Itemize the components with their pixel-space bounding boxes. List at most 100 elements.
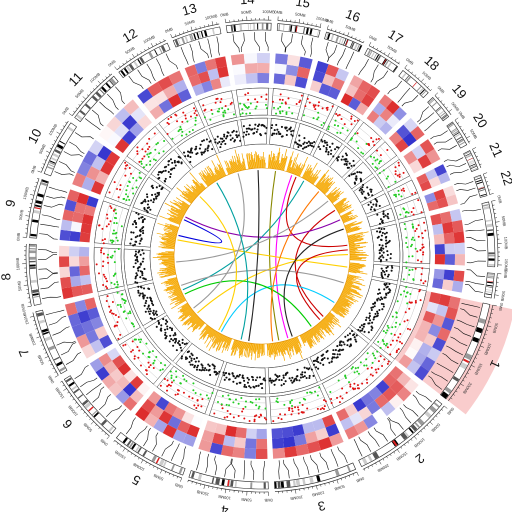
scatter-point-black [337,156,340,159]
scatter-point-green [116,281,119,284]
histogram-bar [182,202,190,208]
scatter-point-green [112,274,115,277]
scatter-point-red [112,209,115,212]
tick-label: 0MB [503,270,509,279]
scatter-point-black [375,203,378,206]
histogram-bar [161,237,176,241]
histogram-bar [348,236,363,240]
histogram-bar [256,343,259,359]
scatter-point-green [180,128,183,131]
histogram-bar [198,322,205,330]
histogram-bar [315,173,326,187]
histogram-bar [257,155,259,169]
scatter-point-red [113,181,116,184]
histogram-bar [349,259,367,261]
connector-line [40,223,60,228]
histogram-bar [214,170,220,180]
histogram-bar [211,175,216,182]
heatmap-cell [434,243,445,255]
histogram-bar [179,203,189,209]
scatter-point-red [265,418,268,421]
scatter-point-green [406,291,409,294]
scatter-point-red [410,210,413,213]
scatter-point-green [337,379,340,382]
tick-mark [62,125,65,127]
scatter-point-black [155,313,159,316]
tick-baseline [491,201,499,268]
heatmap-cell [108,382,123,397]
tick-mark [37,170,42,173]
heatmap-cell [440,211,452,224]
scatter-point-red [130,350,133,353]
tick-mark [116,442,119,445]
tick-mark [295,489,297,494]
histogram-bar [245,342,248,351]
scatter-point-green [404,228,407,231]
histogram-bar [342,290,362,299]
histogram-bar [314,326,325,340]
connector-line [56,340,76,346]
scatter-point-green [163,140,166,143]
histogram-bar [188,312,195,318]
scatter-point-black [206,149,209,152]
tick-mark [476,155,479,158]
histogram-bar [253,153,256,169]
scatter-point-black [154,312,157,315]
scatter-point-black [137,291,140,294]
scatter-point-black [169,326,172,329]
connector-line [205,453,210,473]
scatter-point-black [382,210,385,213]
ideogram-band [440,112,446,117]
scatter-point-red [288,409,291,412]
histogram-bar [166,287,181,294]
heatmap-cell [451,220,464,233]
link-curve [184,280,312,327]
histogram-bar [321,320,331,330]
scatter-point-black [133,243,136,246]
histogram-bar [207,328,212,335]
scatter-point-black [205,138,208,141]
ideogram-centromere [392,440,398,447]
scatter-point-red [314,104,317,107]
scatter-point-black [138,217,141,220]
heatmap-cell [244,63,258,74]
ideogram-band [278,24,281,31]
histogram-bar [293,164,298,175]
connector-line [207,38,213,58]
scatter-point-black [315,360,318,363]
scatter-point-red [221,407,224,410]
histogram-bar [175,295,184,301]
scatter-point-red [111,301,114,304]
tick-mark [473,361,476,363]
histogram-bar [169,201,187,212]
scatter-point-black [149,310,152,313]
heatmap-cell [155,396,170,411]
histogram-bar [276,342,278,351]
ideogram-band [486,223,493,228]
scatter-point-green [132,325,135,328]
histogram-bar [311,169,321,184]
histogram-bar [317,177,326,188]
tick-mark [41,344,44,346]
tick-mark [423,427,426,430]
scatter-point-red [119,333,122,336]
scatter-point-green [183,378,186,381]
histogram-bar [289,339,294,349]
scatter-point-red [324,400,327,403]
scatter-point-green [378,172,381,175]
tick-baseline [61,380,110,437]
tick-mark [339,31,341,34]
ideogram-band [48,345,56,351]
scatter-point-black [139,253,142,256]
heatmap-cell [284,74,297,87]
scatter-point-green [404,295,407,298]
histogram-bar [321,320,335,336]
heatmap-cell [404,378,419,394]
histogram-bar [308,330,314,337]
ideogram-band [302,27,306,34]
scatter-point-green [194,116,197,119]
link-curve [180,269,344,286]
scatter-point-black [190,147,193,150]
tick-mark [448,109,453,112]
scatter-point-black [245,386,248,389]
